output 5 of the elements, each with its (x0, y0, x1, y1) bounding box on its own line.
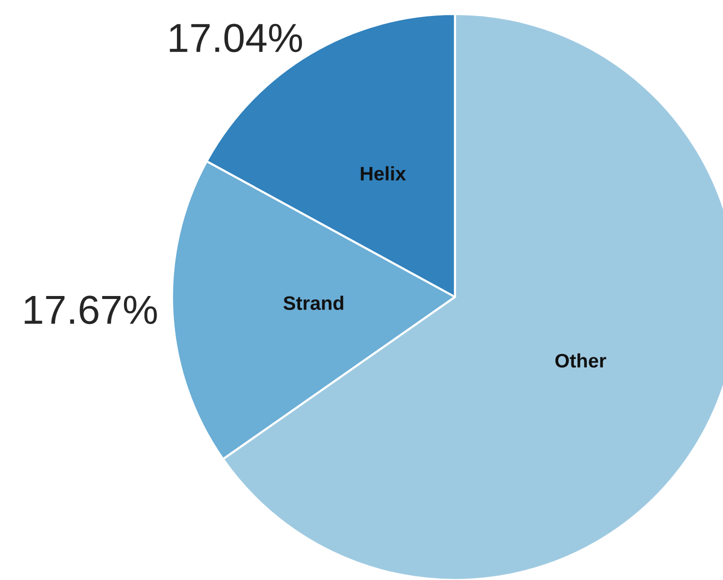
slice-label: Other (555, 353, 606, 368)
slice-label: Strand (283, 296, 344, 310)
slice-label: Helix (360, 166, 406, 181)
data-label: 17.67% (24, 296, 157, 324)
data-label: 17.04% (170, 24, 302, 52)
